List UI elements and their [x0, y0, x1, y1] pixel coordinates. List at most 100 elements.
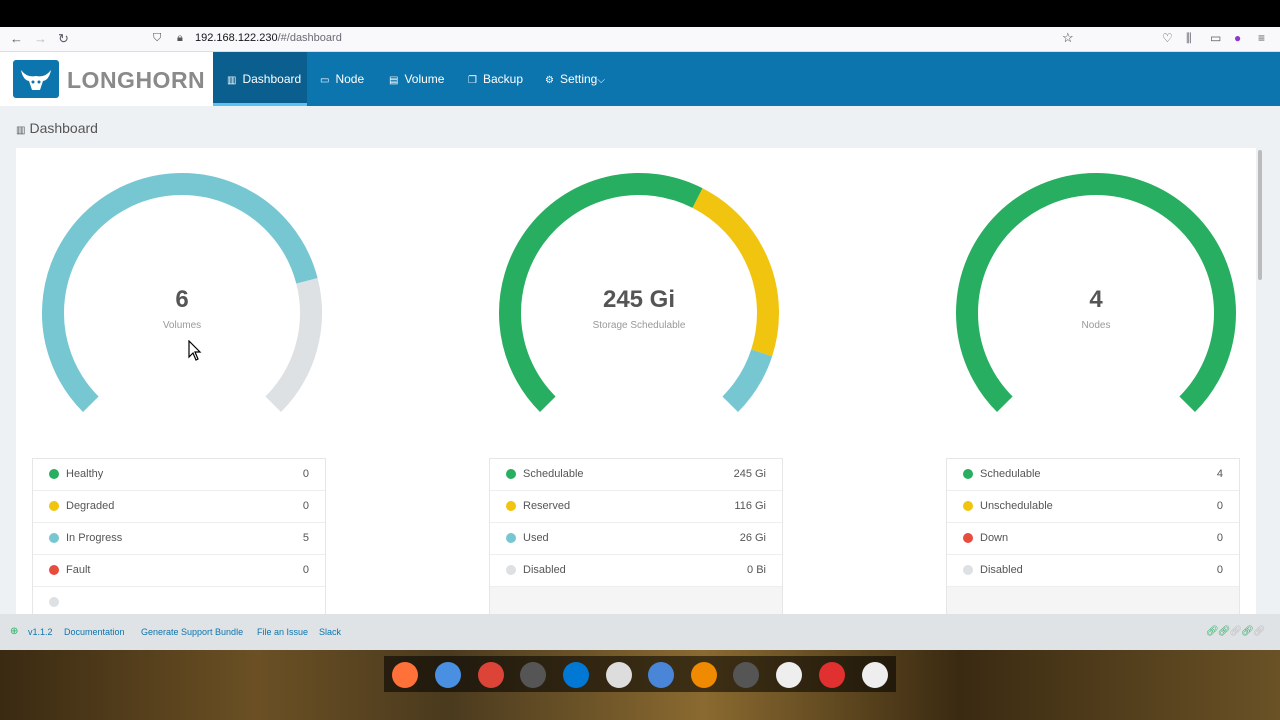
- thunderbird-icon[interactable]: [648, 662, 674, 688]
- legend-nodes: Schedulable 4 Unschedulable 0 Down 0 Disabl…: [946, 458, 1240, 614]
- reload-icon[interactable]: ↻: [58, 31, 69, 46]
- legend-value: 116 Gi: [734, 500, 766, 512]
- address-bar[interactable]: ⛉ 🔒︎ 192.168.122.230/#/dashboard ☆: [153, 30, 1080, 48]
- legend-label: Disabled: [523, 564, 566, 576]
- legend-row[interactable]: Down 0: [947, 523, 1239, 555]
- nav-label: Setting: [559, 72, 598, 86]
- legend-row[interactable]: Healthy 0: [33, 459, 325, 491]
- chrome-icon[interactable]: [478, 662, 504, 688]
- file-issue-link[interactable]: File an Issue: [257, 627, 309, 637]
- legend-value: 0: [302, 564, 309, 576]
- dock: [384, 656, 896, 692]
- gauge-volumes-center: 6 Volumes: [82, 286, 282, 331]
- legend-row[interactable]: Degraded 0: [33, 491, 325, 523]
- legend-row[interactable]: Disabled 0 Bi: [490, 555, 782, 587]
- slack-link[interactable]: Slack: [319, 627, 342, 637]
- legend-label: In Progress: [66, 532, 123, 544]
- back-icon[interactable]: ←: [10, 31, 23, 46]
- legend-label: Schedulable: [980, 468, 1041, 480]
- nav-setting[interactable]: ⚙ Setting⌵: [545, 52, 605, 106]
- forward-icon[interactable]: →: [34, 31, 47, 46]
- files-icon[interactable]: [435, 662, 461, 688]
- gear-icon: ⚙: [545, 75, 554, 86]
- browser-toolbar: ← → ↻ ⛉ 🔒︎ 192.168.122.230/#/dashboard ☆…: [0, 27, 1280, 52]
- legend-row[interactable]: Reserved 116 Gi: [490, 491, 782, 523]
- gauge-value: 6: [175, 286, 189, 313]
- legend-row[interactable]: Unschedulable 0: [947, 491, 1239, 523]
- dashboard-card: 6 Volumes 245 Gi Storage Schedulable 4 N…: [16, 148, 1256, 614]
- gauge-label: Storage Schedulable: [592, 320, 686, 331]
- library-icon[interactable]: ⫼: [1186, 31, 1192, 45]
- nav-volume[interactable]: ▤ Volume: [389, 52, 444, 106]
- legend-value: 245 Gi: [733, 468, 766, 480]
- anydesk-icon[interactable]: [819, 662, 845, 688]
- sidebar-icon[interactable]: ▭: [1210, 31, 1222, 45]
- legend-label: Disabled: [980, 564, 1023, 576]
- terminal-2-icon[interactable]: [733, 662, 759, 688]
- shield-icon: ⛉: [153, 32, 162, 44]
- status-dot: [49, 565, 59, 575]
- brand-name: LONGHORN: [67, 67, 206, 93]
- connection-status-icon: 🔗︎🔗︎🔗︎🔗︎🔗︎: [1206, 626, 1265, 637]
- vscode-icon[interactable]: [563, 662, 589, 688]
- vlc-icon[interactable]: [691, 662, 717, 688]
- legend-row[interactable]: Schedulable 4: [947, 459, 1239, 491]
- legend-volumes: Healthy 0 Degraded 0 In Progress 5 Fault 0: [32, 458, 326, 614]
- list-icon: ▤: [389, 75, 399, 86]
- gauge-0-segment-1: [265, 278, 322, 412]
- status-dot: [506, 469, 516, 479]
- command-icon[interactable]: [776, 662, 802, 688]
- breadcrumb-label: Dashboard: [29, 120, 98, 136]
- upgrade-icon: ⊕: [10, 626, 19, 637]
- legend-label: Reserved: [523, 500, 571, 512]
- status-dot: [963, 469, 973, 479]
- gauge-nodes-center: 4 Nodes: [996, 286, 1196, 331]
- version-link[interactable]: v1.1.2: [28, 627, 53, 637]
- trash-icon[interactable]: [862, 662, 888, 688]
- gauge-1-segment-1: [692, 188, 779, 357]
- legend-value: 0: [1216, 532, 1223, 544]
- app-header: LONGHORN ▥ Dashboard ▭ Node ▤ Volume ❐ Backu…: [0, 52, 1280, 106]
- gauge-1-segment-2: [722, 349, 773, 412]
- gauge-0-segment-0: [42, 173, 318, 412]
- legend-value: 26 Gi: [739, 532, 766, 544]
- legend-row[interactable]: Used 26 Gi: [490, 523, 782, 555]
- status-dot: [963, 533, 973, 543]
- nav-backup[interactable]: ❐ Backup: [468, 52, 523, 106]
- url-path: /#/dashboard: [277, 32, 342, 44]
- legend-label: Degraded: [66, 500, 115, 512]
- mouse-cursor-icon: [188, 340, 202, 361]
- legend-value: 0: [1216, 500, 1223, 512]
- pocket-icon[interactable]: ♡: [1162, 31, 1173, 45]
- legend-value: 0: [302, 468, 309, 480]
- status-dot: [506, 501, 516, 511]
- legend-value: 0: [1216, 564, 1223, 576]
- terminal-icon[interactable]: [520, 662, 546, 688]
- status-dot: [49, 597, 59, 607]
- nav-node[interactable]: ▭ Node: [320, 52, 364, 106]
- lock-icon: 🔒︎: [177, 32, 183, 44]
- url-host: 192.168.122.230: [195, 32, 278, 44]
- legend-row[interactable]: Fault 0: [33, 555, 325, 587]
- logo[interactable]: LONGHORN: [0, 52, 213, 106]
- legend-value: 0: [302, 500, 309, 512]
- chart-icon: ▥: [16, 125, 26, 136]
- legend-row[interactable]: Schedulable 245 Gi: [490, 459, 782, 491]
- account-icon[interactable]: ●: [1234, 31, 1242, 45]
- scrollbar[interactable]: [1258, 150, 1262, 280]
- bookmark-star-icon[interactable]: ☆: [1062, 30, 1074, 45]
- firefox-icon[interactable]: [392, 662, 418, 688]
- legend-storage: Schedulable 245 Gi Reserved 116 Gi Used 26 …: [489, 458, 783, 614]
- laptop-icon: ▭: [320, 75, 330, 86]
- url-text: 192.168.122.230/#/dashboard: [195, 32, 342, 44]
- obs-icon[interactable]: [606, 662, 632, 688]
- documentation-link[interactable]: Documentation: [64, 627, 125, 637]
- legend-label: Unschedulable: [980, 500, 1053, 512]
- legend-label: Fault: [66, 564, 91, 576]
- legend-row[interactable]: Disabled 0: [947, 555, 1239, 587]
- menu-icon[interactable]: ≡: [1258, 31, 1266, 45]
- nav-label: Backup: [482, 72, 523, 86]
- support-bundle-link[interactable]: Generate Support Bundle: [141, 627, 244, 637]
- legend-row[interactable]: In Progress 5: [33, 523, 325, 555]
- nav-dashboard[interactable]: ▥ Dashboard: [213, 52, 307, 106]
